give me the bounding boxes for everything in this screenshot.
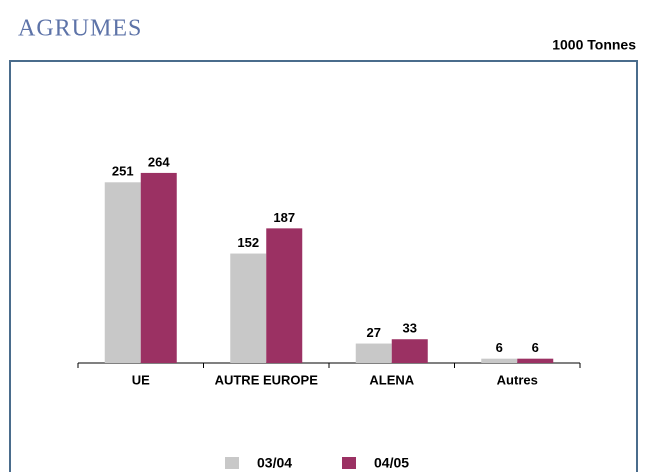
data-label: 33 [403,321,417,336]
x-tick-label: UE [132,372,150,387]
legend-swatch [342,457,356,469]
legend-label: 03/04 [257,455,292,471]
bar [355,343,392,363]
data-label: 27 [367,325,381,340]
data-label: 6 [496,340,503,355]
bar [230,253,267,363]
data-label: 152 [237,235,259,250]
chart-subtitle: 1000 Tonnes [552,37,636,53]
bar [104,182,141,363]
x-tick-label: ALENA [369,372,414,387]
bar [140,172,177,363]
legend-label: 04/05 [374,455,409,471]
frame [9,60,638,472]
bar [266,228,303,363]
x-tick-label: AUTRE EUROPE [215,372,319,387]
data-label: 251 [112,164,134,179]
bar [481,358,518,363]
data-label: 6 [532,340,539,355]
x-tick-label: Autres [497,372,538,387]
legend-swatch [225,457,239,469]
bar [391,339,428,363]
data-label: 264 [148,154,170,169]
bar [517,358,554,363]
data-label: 187 [273,210,295,225]
chart-title: AGRUMES [18,16,142,42]
